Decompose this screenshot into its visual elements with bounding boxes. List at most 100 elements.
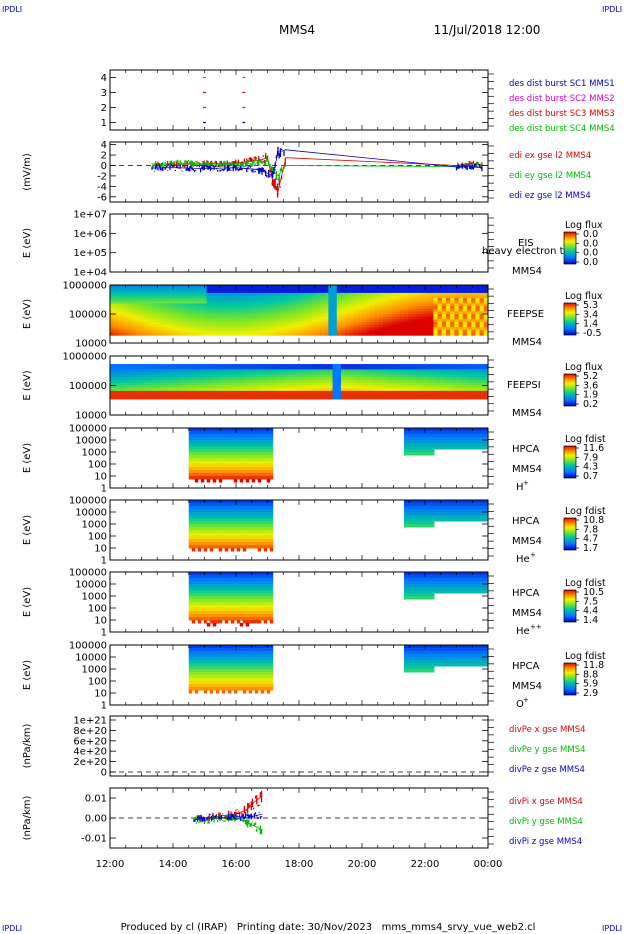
heat-cell [404,509,408,513]
heat-cell [114,287,119,291]
heat-cell [282,287,287,291]
heat-cell [160,382,166,387]
heat-cell [231,374,237,379]
heat-cell [420,319,426,323]
heat-cell [160,311,166,315]
heat-cell [209,542,214,546]
heat-cell [353,396,359,400]
heat-cell [431,431,435,435]
heat-cell [332,290,338,294]
heat-cell [269,295,275,299]
heat-cell [198,369,203,373]
heat-cell [236,329,241,334]
heat-cell [467,311,472,315]
heat-cell [278,311,283,315]
heat-cell [240,321,245,326]
heat-cell [479,369,485,373]
heat-cell [353,329,359,334]
heat-cell [341,306,346,310]
heat-cell [260,503,265,507]
heat-cell [209,443,214,447]
heat-cell [224,503,229,507]
heat-cell [188,446,193,450]
heat-cell [200,521,205,525]
heat-cell [118,287,124,291]
heat-cell [320,372,325,376]
heat-cell [231,292,237,297]
heat-cell [475,332,481,336]
heat-cell [227,458,232,462]
heat-cell [254,440,259,444]
heat-cell [147,364,153,368]
heat-cell [198,374,203,379]
heat-cell [122,372,128,376]
heat-cell [209,533,214,537]
heat-cell [412,298,418,302]
heat-cell [278,390,283,395]
heat-cell [273,306,279,310]
heat-cell [446,308,451,312]
heat-cell [286,329,292,334]
heat-cell [383,374,388,379]
heat-cell [410,446,414,450]
heat-cell [173,380,178,384]
heat-cell [203,440,208,444]
heat-cell [429,308,434,312]
heat-cell [209,536,214,540]
heat-cell [223,374,229,379]
heat-cell [273,292,279,297]
heat-cell [387,303,392,307]
heat-cell [131,377,136,381]
heat-cell [143,295,149,299]
heat-cell [446,364,451,368]
heat-cell [152,364,157,368]
heat-cell [260,521,265,525]
heat-cell [446,369,451,373]
heat-cell [194,332,199,336]
heat-cell [143,311,149,315]
heat-cell [454,295,460,299]
heat-cell [458,316,464,320]
heat-cell [455,431,459,435]
heat-cell [370,364,376,368]
heat-cell [479,364,485,368]
heat-cell [282,374,287,379]
heat-cell [242,446,247,450]
heat-cell [266,455,271,459]
heat-cell [188,440,193,444]
heat-cell [245,431,250,435]
heat-cell [307,287,313,291]
heat-cell [458,308,464,312]
heat-cell [126,385,132,389]
heat-cell [260,443,265,447]
heat-cell [452,437,456,441]
heat-cell [242,470,247,474]
heat-cell [476,431,480,435]
heat-cell [315,316,321,320]
heat-cell [261,319,266,323]
heat-cell [336,369,342,373]
heat-cell [131,390,136,395]
heat-cell [189,377,195,381]
heat-cell [177,372,182,376]
heat-cell [252,298,258,302]
heat-cell [450,314,455,318]
heat-cell [254,536,259,540]
heat-cell [245,503,250,507]
heat-cell [429,327,434,331]
heat-cell [315,327,321,331]
heat-cell [475,327,481,331]
heat-cell [399,295,405,299]
heat-cell [454,388,460,392]
heat-cell [131,306,136,310]
heat-cell [223,382,229,387]
heat-cell [479,290,485,294]
heat-cell [227,311,233,315]
heat-cell [420,366,426,371]
heat-cell [374,292,380,297]
heat-cell [311,306,317,310]
heat-cell [189,287,195,291]
heat-cell [181,366,187,371]
heat-cell [441,287,447,291]
heat-cell [374,393,380,397]
